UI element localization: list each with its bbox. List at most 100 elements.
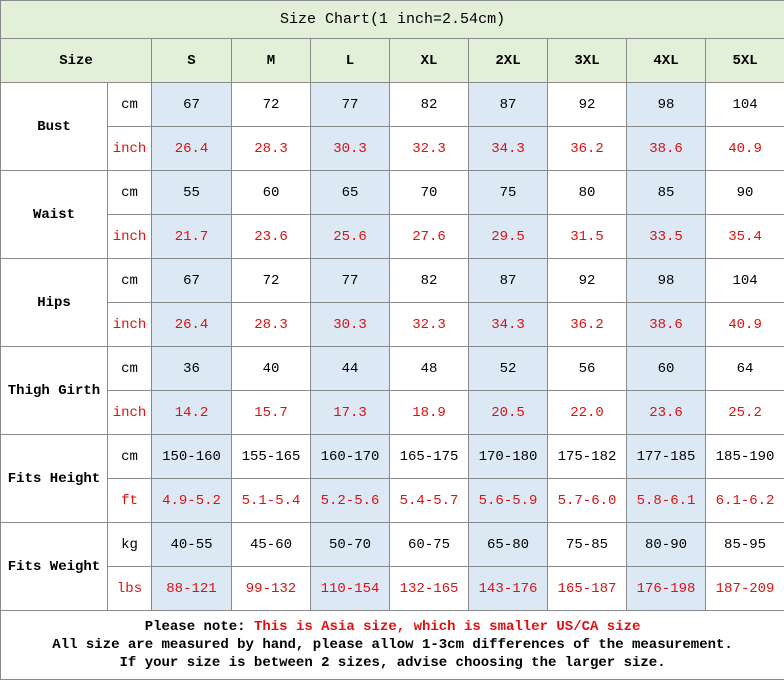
- value: 28.3: [232, 127, 311, 171]
- note-line: All size are measured by hand, please al…: [1, 636, 784, 654]
- measure-label: Waist: [1, 171, 108, 259]
- value: 34.3: [469, 303, 548, 347]
- value: 65: [311, 171, 390, 215]
- value: 60-75: [390, 523, 469, 567]
- unit: inch: [108, 391, 152, 435]
- value: 44: [311, 347, 390, 391]
- value: 5.1-5.4: [232, 479, 311, 523]
- value: 14.2: [152, 391, 232, 435]
- title-row: Size Chart(1 inch=2.54cm): [1, 1, 784, 39]
- value: 5.7-6.0: [548, 479, 627, 523]
- value: 67: [152, 83, 232, 127]
- measure-label: Fits Height: [1, 435, 108, 523]
- measure-label: Thigh Girth: [1, 347, 108, 435]
- value: 88-121: [152, 567, 232, 611]
- value: 104: [706, 259, 784, 303]
- value: 30.3: [311, 127, 390, 171]
- value: 22.0: [548, 391, 627, 435]
- size-header: 5XL: [706, 39, 784, 83]
- value: 98: [627, 83, 706, 127]
- value: 80-90: [627, 523, 706, 567]
- value: 92: [548, 83, 627, 127]
- value: 26.4: [152, 303, 232, 347]
- size-header: L: [311, 39, 390, 83]
- value: 187-209: [706, 567, 784, 611]
- value: 104: [706, 83, 784, 127]
- value: 33.5: [627, 215, 706, 259]
- measure-label: Hips: [1, 259, 108, 347]
- value: 132-165: [390, 567, 469, 611]
- value: 32.3: [390, 303, 469, 347]
- value: 40.9: [706, 127, 784, 171]
- value: 38.6: [627, 127, 706, 171]
- note: Please note: This is Asia size, which is…: [1, 611, 784, 680]
- value: 165-175: [390, 435, 469, 479]
- value: 23.6: [627, 391, 706, 435]
- value: 56: [548, 347, 627, 391]
- value: 99-132: [232, 567, 311, 611]
- size-header: 3XL: [548, 39, 627, 83]
- value: 72: [232, 83, 311, 127]
- value: 40.9: [706, 303, 784, 347]
- note-line: If your size is between 2 sizes, advise …: [1, 654, 784, 672]
- size-header: S: [152, 39, 232, 83]
- value: 50-70: [311, 523, 390, 567]
- value: 82: [390, 83, 469, 127]
- header-label: Size: [1, 39, 152, 83]
- value: 65-80: [469, 523, 548, 567]
- value: 165-187: [548, 567, 627, 611]
- value: 25.2: [706, 391, 784, 435]
- size-header: M: [232, 39, 311, 83]
- value: 155-165: [232, 435, 311, 479]
- value: 150-160: [152, 435, 232, 479]
- value: 55: [152, 171, 232, 215]
- value: 6.1-6.2: [706, 479, 784, 523]
- value: 20.5: [469, 391, 548, 435]
- value: 21.7: [152, 215, 232, 259]
- value: 82: [390, 259, 469, 303]
- value: 64: [706, 347, 784, 391]
- size-header: XL: [390, 39, 469, 83]
- value: 36.2: [548, 303, 627, 347]
- value: 75: [469, 171, 548, 215]
- value: 45-60: [232, 523, 311, 567]
- value: 92: [548, 259, 627, 303]
- value: 38.6: [627, 303, 706, 347]
- unit: kg: [108, 523, 152, 567]
- value: 143-176: [469, 567, 548, 611]
- value: 85-95: [706, 523, 784, 567]
- note-highlight: This is Asia size, which is smaller US/C…: [254, 619, 640, 635]
- value: 29.5: [469, 215, 548, 259]
- note-row: Please note: This is Asia size, which is…: [1, 611, 784, 680]
- unit: cm: [108, 259, 152, 303]
- value: 4.9-5.2: [152, 479, 232, 523]
- value: 70: [390, 171, 469, 215]
- value: 160-170: [311, 435, 390, 479]
- value: 175-182: [548, 435, 627, 479]
- value: 26.4: [152, 127, 232, 171]
- unit: ft: [108, 479, 152, 523]
- value: 80: [548, 171, 627, 215]
- size-header: 4XL: [627, 39, 706, 83]
- value: 77: [311, 83, 390, 127]
- unit: cm: [108, 171, 152, 215]
- value: 185-190: [706, 435, 784, 479]
- value: 5.2-5.6: [311, 479, 390, 523]
- value: 52: [469, 347, 548, 391]
- value: 18.9: [390, 391, 469, 435]
- value: 17.3: [311, 391, 390, 435]
- value: 75-85: [548, 523, 627, 567]
- measure-label: Fits Weight: [1, 523, 108, 611]
- value: 36.2: [548, 127, 627, 171]
- value: 28.3: [232, 303, 311, 347]
